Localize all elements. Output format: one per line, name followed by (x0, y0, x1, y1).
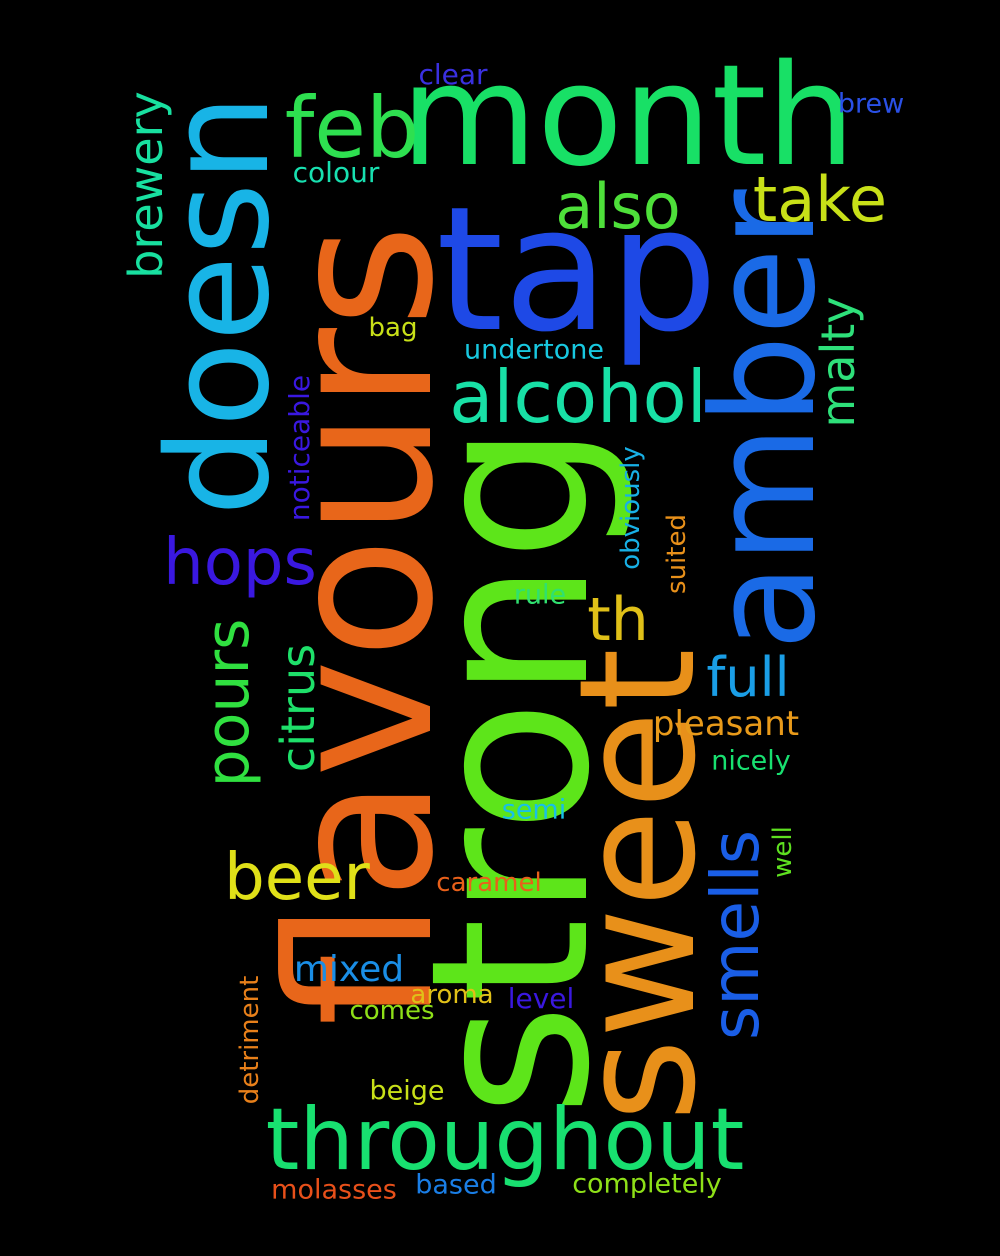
word-feb: feb (284, 79, 420, 177)
word-well: well (768, 826, 798, 878)
word-beige: beige (369, 1075, 445, 1107)
word-detriment: detriment (235, 975, 265, 1105)
word-completely: completely (572, 1168, 722, 1200)
word-beer: beer (224, 841, 370, 915)
word-caramel: caramel (436, 868, 542, 898)
word-molasses: molasses (271, 1174, 397, 1206)
word-undertone: undertone (464, 334, 604, 366)
word-obviously: obviously (616, 446, 646, 570)
word-pleasant: pleasant (652, 704, 800, 744)
word-rule: rule (513, 579, 567, 611)
word-nicely: nicely (711, 745, 791, 777)
word-also: also (555, 170, 681, 243)
word-brew: brew (837, 88, 905, 120)
word-malty: malty (811, 296, 865, 428)
word-level: level (507, 982, 575, 1015)
word-comes: comes (349, 996, 435, 1026)
word-smells: smells (697, 829, 774, 1041)
word-hops: hops (163, 526, 317, 600)
word-noticeable: noticeable (283, 374, 316, 522)
word-full: full (706, 646, 790, 709)
word-take: take (752, 163, 888, 236)
word-brewery: brewery (119, 91, 173, 279)
word-based: based (415, 1169, 497, 1201)
word-throughout: throughout (265, 1090, 745, 1190)
word-month: month (400, 35, 856, 198)
word-pours: pours (193, 618, 263, 788)
word-th: th (587, 585, 649, 655)
word-suited: suited (662, 514, 692, 594)
word-bag: bag (368, 313, 418, 343)
word-aroma: aroma (410, 980, 494, 1010)
word-alcohol: alcohol (449, 355, 707, 439)
word-tap: tap (435, 169, 719, 370)
word-citrus: citrus (271, 643, 325, 773)
word-colour: colour (292, 156, 380, 189)
word-clear: clear (418, 58, 488, 91)
word-semi: semi (501, 794, 567, 826)
word-mixed: mixed (293, 949, 405, 990)
